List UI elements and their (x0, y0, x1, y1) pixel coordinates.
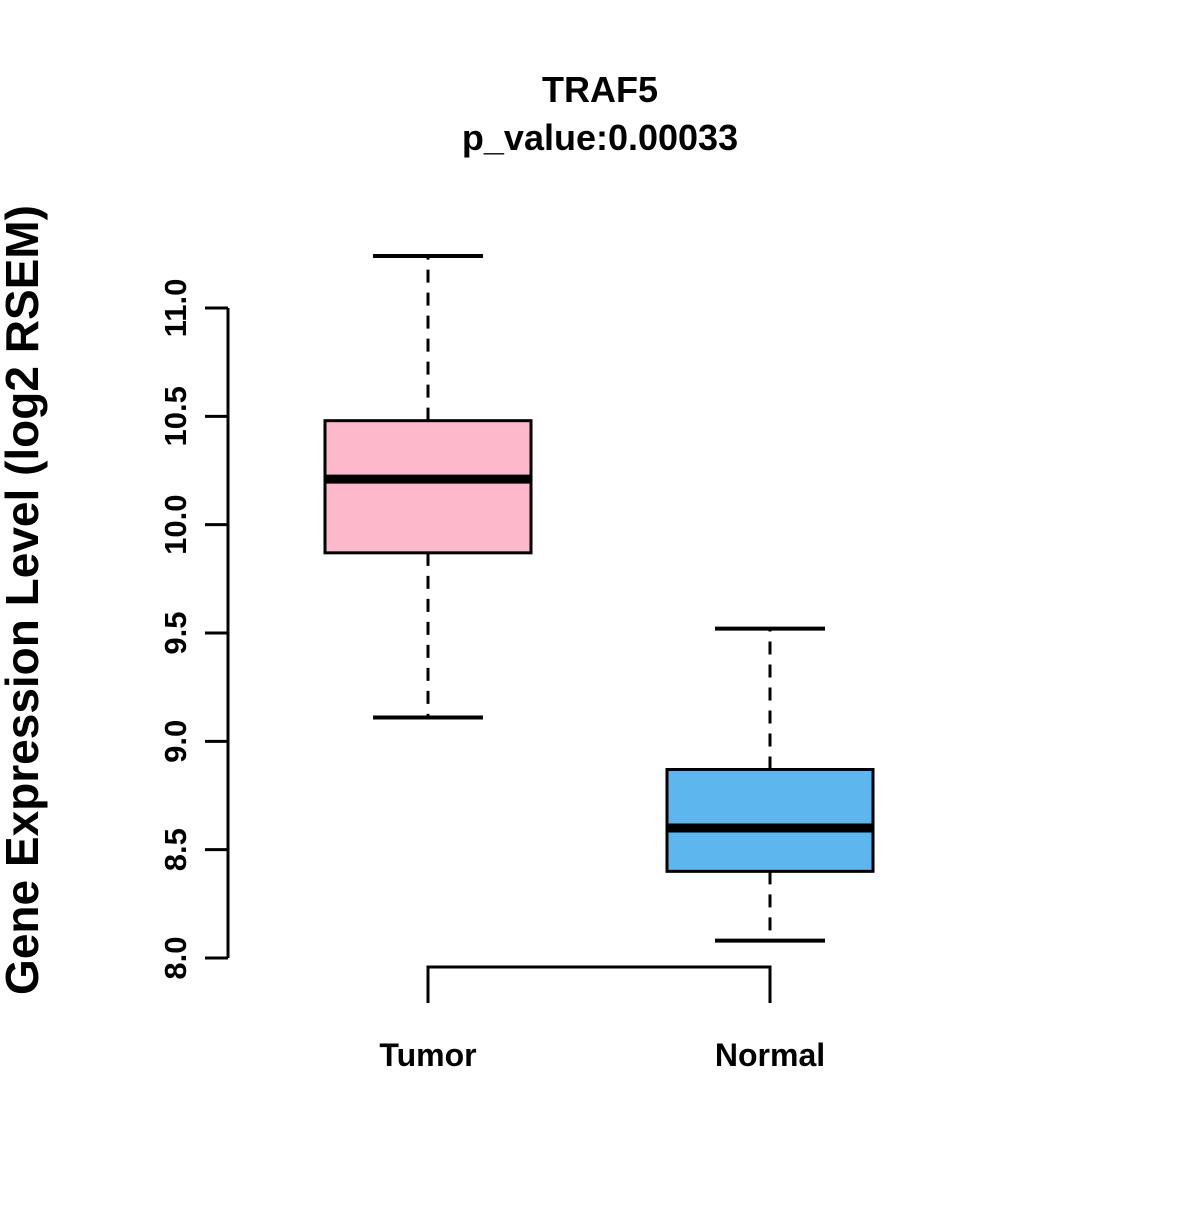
y-tick-label: 11.0 (158, 279, 193, 338)
x-axis-label-tumor: Tumor (379, 1037, 476, 1073)
chart-title: TRAF5 (542, 69, 658, 110)
box-normal (665, 768, 875, 873)
chart-subtitle: p_value:0.00033 (462, 117, 738, 158)
y-tick-label: 8.0 (158, 936, 193, 979)
box-tumor (323, 419, 533, 555)
y-tick-label: 10.0 (158, 494, 193, 554)
y-tick-label: 10.5 (158, 386, 193, 446)
y-tick-label: 8.5 (158, 828, 193, 871)
y-axis-title: Gene Expression Level (log2 RSEM) (0, 205, 48, 995)
x-axis-label-normal: Normal (715, 1037, 825, 1073)
y-tick-label: 9.5 (158, 611, 193, 654)
y-tick-label: 9.0 (158, 720, 193, 763)
comparison-bracket (426, 965, 772, 1003)
